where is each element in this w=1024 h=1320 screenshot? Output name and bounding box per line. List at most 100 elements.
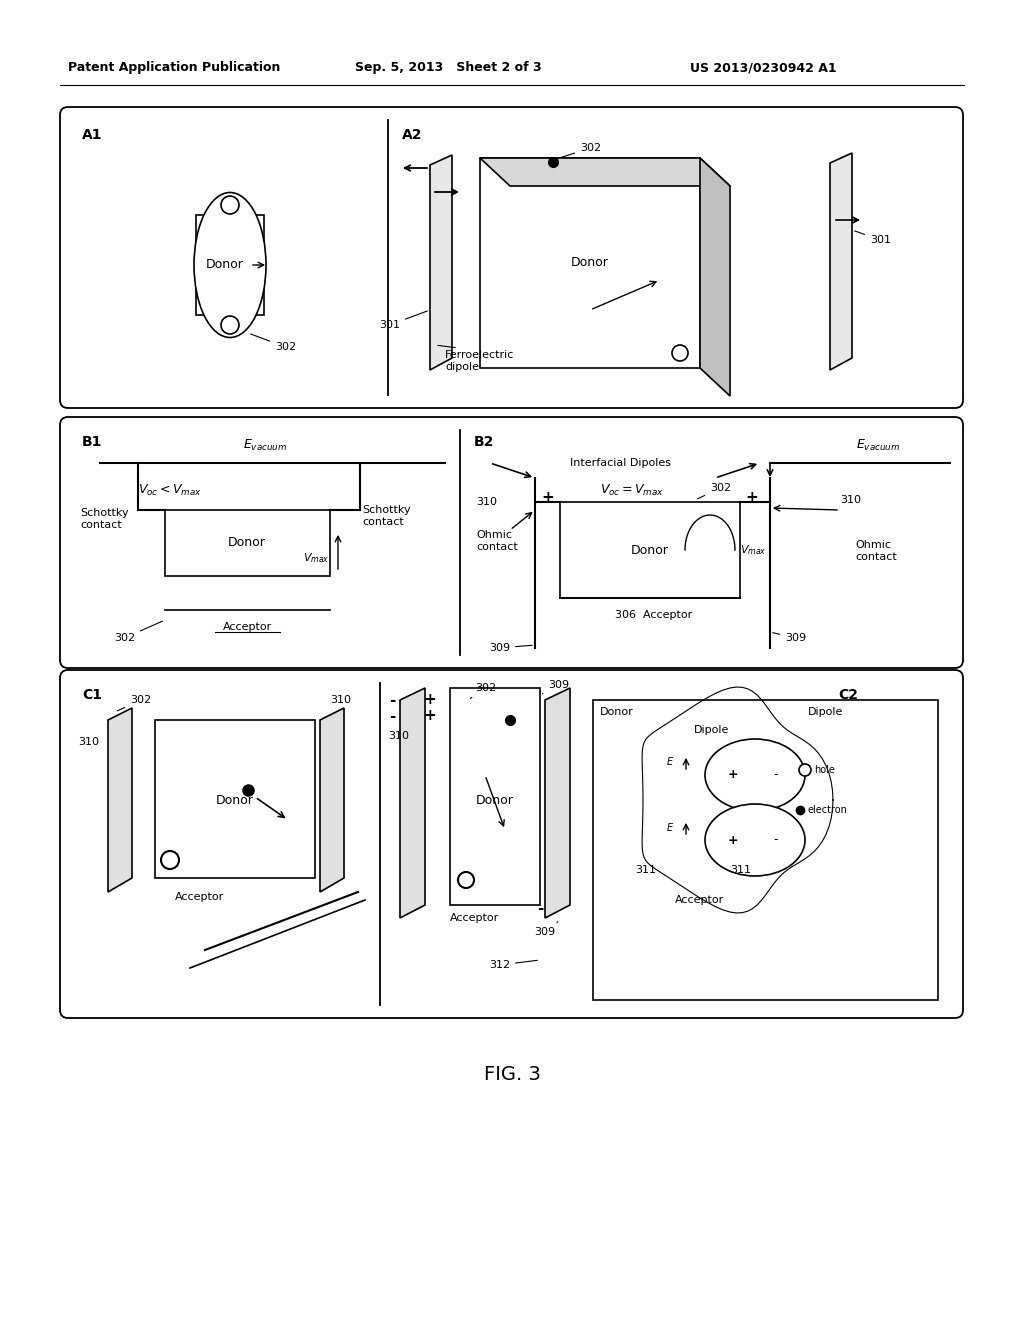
Text: Donor: Donor	[631, 544, 669, 557]
Text: A2: A2	[402, 128, 423, 143]
Polygon shape	[480, 158, 730, 186]
Ellipse shape	[705, 804, 805, 876]
Text: electron: electron	[808, 805, 848, 814]
FancyBboxPatch shape	[60, 107, 963, 408]
Text: dipole: dipole	[445, 362, 479, 372]
Text: Donor: Donor	[600, 708, 634, 717]
Circle shape	[221, 315, 239, 334]
Text: $V_{max}$: $V_{max}$	[303, 552, 330, 565]
Text: 309: 309	[543, 680, 569, 694]
Text: +: +	[549, 900, 561, 916]
Text: 310: 310	[78, 737, 99, 747]
Text: 310: 310	[388, 731, 409, 741]
Polygon shape	[430, 154, 452, 370]
Ellipse shape	[705, 739, 805, 810]
Text: $E_{vacuum}$: $E_{vacuum}$	[243, 438, 287, 453]
Text: Donor: Donor	[571, 256, 609, 269]
Text: 312: 312	[488, 960, 538, 970]
Text: hole: hole	[814, 766, 835, 775]
Bar	[593, 700, 938, 1001]
Text: Schottky: Schottky	[80, 508, 129, 517]
Text: 309: 309	[773, 632, 806, 643]
Text: $E_{vacuum}$: $E_{vacuum}$	[856, 438, 900, 453]
Text: Acceptor: Acceptor	[676, 895, 725, 906]
Text: -: -	[389, 693, 395, 708]
Text: Schottky: Schottky	[362, 506, 411, 515]
Text: 310: 310	[330, 696, 351, 705]
Bar	[196, 215, 264, 315]
Bar	[480, 158, 700, 368]
Text: +: +	[728, 833, 738, 846]
Bar	[560, 502, 740, 598]
Text: Ferroelectric: Ferroelectric	[445, 350, 514, 360]
Text: Sep. 5, 2013   Sheet 2 of 3: Sep. 5, 2013 Sheet 2 of 3	[355, 62, 542, 74]
Text: A1: A1	[82, 128, 102, 143]
Text: 302: 302	[114, 622, 163, 643]
Circle shape	[799, 764, 811, 776]
Text: C2: C2	[838, 688, 858, 702]
FancyBboxPatch shape	[60, 417, 963, 668]
Text: 302: 302	[118, 696, 152, 710]
Text: 306  Acceptor: 306 Acceptor	[615, 610, 692, 620]
Polygon shape	[108, 708, 132, 892]
Text: E: E	[667, 822, 673, 833]
Circle shape	[458, 873, 474, 888]
Text: 301: 301	[855, 231, 891, 246]
Text: 311: 311	[730, 865, 751, 875]
Text: Donor: Donor	[216, 793, 254, 807]
Polygon shape	[830, 153, 852, 370]
Text: +: +	[542, 490, 554, 504]
Text: 309: 309	[535, 921, 558, 937]
Text: Ohmic: Ohmic	[855, 540, 891, 550]
Bar	[165, 510, 330, 576]
Circle shape	[161, 851, 179, 869]
Text: 302: 302	[556, 143, 601, 160]
Circle shape	[672, 345, 688, 360]
Text: contact: contact	[362, 517, 403, 527]
Bar	[155, 719, 315, 878]
Text: Interfacial Dipoles: Interfacial Dipoles	[569, 458, 671, 469]
Text: C1: C1	[82, 688, 102, 702]
Text: +: +	[424, 693, 436, 708]
Text: Ohmic: Ohmic	[476, 531, 512, 540]
Text: contact: contact	[80, 520, 122, 531]
Text: Patent Application Publication: Patent Application Publication	[68, 62, 281, 74]
Text: B2: B2	[474, 436, 495, 449]
Polygon shape	[700, 158, 730, 396]
Circle shape	[221, 195, 239, 214]
Text: contact: contact	[476, 543, 518, 552]
Text: Dipole: Dipole	[694, 725, 729, 735]
Text: B1: B1	[82, 436, 102, 449]
Text: E: E	[667, 756, 673, 767]
Text: Donor: Donor	[228, 536, 266, 549]
Text: 302: 302	[251, 334, 296, 352]
Text: US 2013/0230942 A1: US 2013/0230942 A1	[690, 62, 837, 74]
Text: 311: 311	[635, 865, 656, 875]
Text: FIG. 3: FIG. 3	[483, 1065, 541, 1085]
Text: 310: 310	[548, 715, 569, 725]
Text: 301: 301	[379, 312, 427, 330]
Ellipse shape	[194, 193, 266, 338]
Text: Dipole: Dipole	[808, 708, 844, 717]
Text: Acceptor: Acceptor	[450, 913, 500, 923]
Text: $V_{max}$: $V_{max}$	[740, 543, 767, 557]
Text: +: +	[424, 709, 436, 723]
Polygon shape	[319, 708, 344, 892]
Text: Acceptor: Acceptor	[223, 622, 272, 632]
FancyBboxPatch shape	[60, 671, 963, 1018]
Text: 302: 302	[697, 483, 731, 499]
Text: +: +	[745, 490, 759, 504]
Text: $V_{oc}= V_{max}$: $V_{oc}= V_{max}$	[600, 482, 665, 498]
Text: -: -	[774, 833, 778, 846]
Text: $V_{oc}< V_{max}$: $V_{oc}< V_{max}$	[138, 482, 202, 498]
Text: -: -	[389, 709, 395, 723]
Text: -: -	[774, 768, 778, 781]
Polygon shape	[545, 688, 570, 917]
Text: 309: 309	[488, 643, 532, 653]
Text: +: +	[728, 768, 738, 781]
Text: -: -	[537, 900, 543, 916]
Text: 302: 302	[470, 682, 496, 698]
Bar	[450, 688, 540, 906]
Text: 310: 310	[476, 498, 497, 507]
Polygon shape	[400, 688, 425, 917]
